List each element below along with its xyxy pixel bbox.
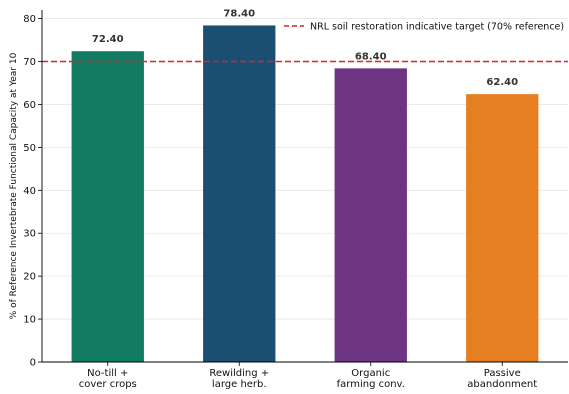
x-tick-label-line: farming conv.	[337, 379, 405, 390]
bar-value-label: 72.40	[92, 34, 124, 45]
x-tick-label-line: large herb.	[212, 379, 267, 390]
x-tick-label: Rewilding + large herb.	[209, 368, 269, 390]
x-tick-label: No-till + cover crops	[79, 368, 137, 390]
y-tick-label: 80	[23, 14, 36, 25]
x-tick-label: Organic farming conv.	[337, 368, 405, 390]
x-tick-label: Passive abandonment	[467, 368, 537, 390]
x-tick-label-line: Rewilding +	[209, 368, 269, 379]
bar-value-label: 68.40	[355, 51, 387, 62]
legend: NRL soil restoration indicative target (…	[284, 22, 564, 33]
x-tick-label-line: No-till +	[87, 368, 128, 379]
bar	[335, 68, 407, 362]
x-tick-label-line: Organic	[351, 368, 390, 379]
bar	[466, 94, 538, 362]
y-tick-label: 10	[23, 315, 36, 326]
legend-label: NRL soil restoration indicative target (…	[310, 22, 564, 33]
bars	[72, 25, 539, 362]
bar-value-label: 62.40	[486, 77, 518, 88]
y-tick-label: 60	[23, 100, 36, 111]
y-tick-label: 70	[23, 57, 36, 68]
bar-value-label: 78.40	[223, 8, 255, 19]
bar	[72, 51, 144, 362]
y-axis-label: % of Reference Invertebrate Functional C…	[9, 52, 19, 319]
x-tick-label-line: abandonment	[467, 379, 537, 390]
y-tick-label: 40	[23, 186, 36, 197]
y-tick-label: 0	[30, 358, 36, 369]
bar	[203, 25, 275, 362]
y-tick-label: 50	[23, 143, 36, 154]
y-tick-label: 20	[23, 272, 36, 283]
x-tick-label-line: Passive	[484, 368, 521, 379]
labels: 72.40 78.40 68.40 62.40	[92, 8, 518, 88]
y-tick-label: 30	[23, 229, 36, 240]
x-tick-label-line: cover crops	[79, 379, 137, 390]
